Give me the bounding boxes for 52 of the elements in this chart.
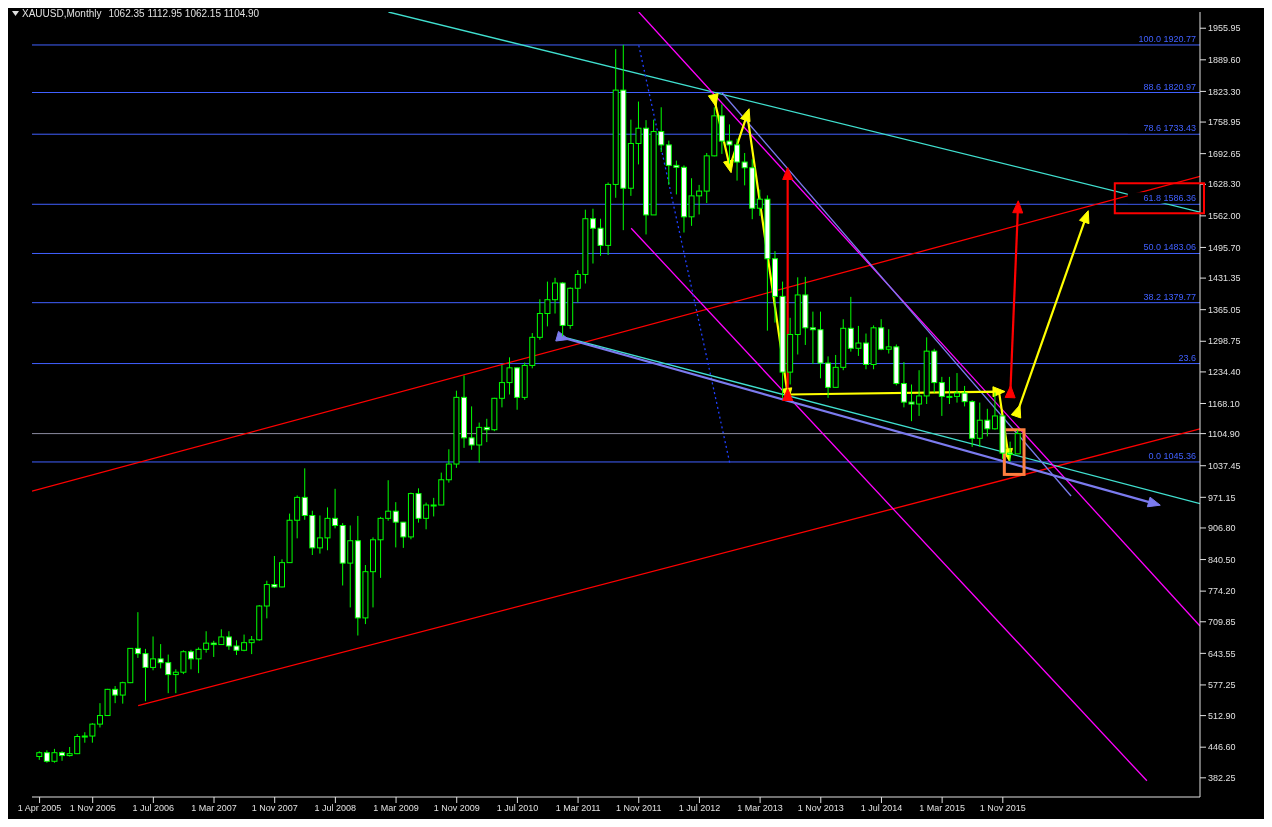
y-tick-label: 709.85 bbox=[1208, 616, 1236, 627]
y-tick-label: 1692.65 bbox=[1208, 148, 1241, 159]
x-tick-label: 1 Jul 2006 bbox=[132, 803, 175, 814]
y-tick-label: 1431.35 bbox=[1208, 273, 1241, 284]
y-tick-label: 1037.45 bbox=[1208, 460, 1241, 471]
y-tick-label: 1495.70 bbox=[1208, 242, 1241, 253]
x-tick-label: 1 Mar 2011 bbox=[555, 803, 601, 814]
ref-line-label: 38.2 1379.77 bbox=[1143, 291, 1196, 302]
ref-line-label: 50.0 1483.06 bbox=[1143, 242, 1196, 253]
x-tick-label: 1 Jul 2010 bbox=[496, 803, 539, 814]
x-tick-label: 1 Jul 2008 bbox=[314, 803, 357, 814]
x-tick-label: 1 Mar 2015 bbox=[919, 803, 965, 814]
chart-subtitle: 1062.35 1112.95 1062.15 1104.90 bbox=[108, 8, 260, 19]
y-tick-label: 1955.95 bbox=[1208, 23, 1241, 34]
y-tick-label: 906.80 bbox=[1208, 523, 1236, 534]
ref-line-label: 88.6 1820.97 bbox=[1143, 81, 1196, 92]
y-tick-label: 971.15 bbox=[1208, 492, 1236, 503]
ref-line-label: 78.6 1733.43 bbox=[1143, 123, 1196, 134]
x-tick-label: 1 Jul 2012 bbox=[678, 803, 721, 814]
y-tick-label: 1104.90 bbox=[1208, 428, 1240, 439]
y-tick-label: 1823.30 bbox=[1208, 86, 1241, 97]
y-tick-label: 1298.75 bbox=[1208, 336, 1241, 347]
y-tick-label: 1628.30 bbox=[1208, 179, 1241, 190]
x-tick-label: 1 Nov 2015 bbox=[979, 803, 1026, 814]
y-tick-label: 643.55 bbox=[1208, 648, 1236, 659]
chart-title: XAUUSD,Monthly bbox=[22, 8, 102, 19]
y-tick-label: 1365.05 bbox=[1208, 304, 1241, 315]
x-tick-label: 1 Mar 2009 bbox=[373, 803, 419, 814]
y-tick-label: 1234.40 bbox=[1208, 367, 1241, 378]
x-tick-label: 1 Mar 2007 bbox=[191, 803, 237, 814]
y-tick-label: 1758.95 bbox=[1208, 117, 1241, 128]
y-tick-label: 840.50 bbox=[1208, 554, 1236, 565]
x-tick-label: 1 Nov 2009 bbox=[433, 803, 480, 814]
x-tick-label: 1 Nov 2005 bbox=[69, 803, 116, 814]
y-tick-label: 382.25 bbox=[1208, 773, 1236, 784]
y-tick-label: 774.20 bbox=[1208, 586, 1236, 597]
x-tick-label: 1 Nov 2013 bbox=[797, 803, 844, 814]
ref-line-label: 100.0 1920.77 bbox=[1138, 33, 1196, 44]
ref-line-label: 61.8 1586.36 bbox=[1143, 193, 1196, 204]
x-tick-label: 1 Apr 2005 bbox=[17, 803, 62, 814]
y-tick-label: 512.90 bbox=[1208, 710, 1236, 721]
ref-line-label: 0.0 1045.36 bbox=[1148, 450, 1196, 461]
y-tick-label: 1168.10 bbox=[1208, 398, 1240, 409]
y-tick-label: 446.60 bbox=[1208, 742, 1236, 753]
y-tick-label: 577.25 bbox=[1208, 680, 1236, 691]
y-tick-label: 1889.60 bbox=[1208, 55, 1241, 66]
x-tick-label: 1 Jul 2014 bbox=[860, 803, 903, 814]
x-tick-label: 1 Nov 2011 bbox=[616, 803, 662, 814]
y-tick-label: 1562.00 bbox=[1208, 211, 1241, 222]
x-tick-label: 1 Mar 2013 bbox=[737, 803, 783, 814]
x-tick-label: 1 Nov 2007 bbox=[251, 803, 298, 814]
annotation: 23.6 bbox=[1178, 352, 1196, 363]
